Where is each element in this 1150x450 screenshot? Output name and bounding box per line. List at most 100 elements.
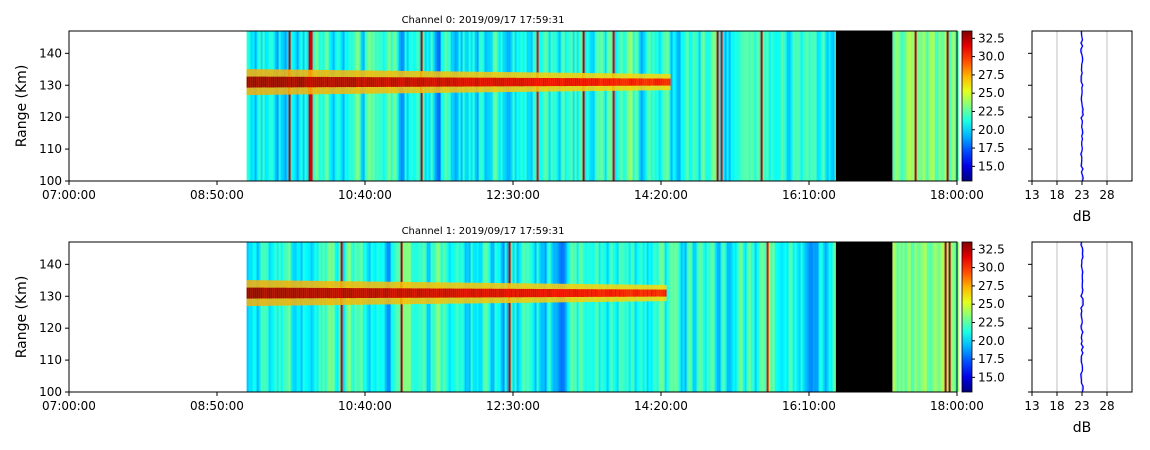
layer-core xyxy=(388,288,391,298)
layer-core xyxy=(342,77,345,88)
heatmap-column xyxy=(502,242,505,392)
heatmap-column xyxy=(440,31,443,181)
layer-core xyxy=(364,77,367,87)
heatmap-column xyxy=(796,242,799,392)
layer-core xyxy=(576,289,579,297)
heatmap-column xyxy=(352,242,355,392)
heatmap-column xyxy=(260,31,263,181)
heatmap-column xyxy=(652,31,655,181)
layer-core xyxy=(296,287,299,299)
heatmap-column xyxy=(636,31,639,181)
heatmap-column xyxy=(694,242,697,392)
heatmap-column xyxy=(584,31,587,181)
heatmap-column xyxy=(912,31,915,181)
heatmap-column xyxy=(558,31,561,181)
layer-core xyxy=(524,77,527,87)
heatmap-column xyxy=(624,242,627,392)
layer-core xyxy=(484,288,487,298)
heatmap-column xyxy=(690,242,693,392)
layer-core xyxy=(398,77,401,87)
layer-core xyxy=(338,77,341,88)
heatmap-column xyxy=(766,31,769,181)
layer-core xyxy=(318,76,321,88)
layer-core xyxy=(354,77,357,88)
heatmap-column xyxy=(832,31,835,181)
heatmap-column xyxy=(462,31,465,181)
heatmap-column xyxy=(752,31,755,181)
heatmap-column xyxy=(624,31,627,181)
heatmap-column xyxy=(272,31,275,181)
layer-core xyxy=(572,289,575,297)
layer-core xyxy=(606,289,609,297)
heatmap-column xyxy=(572,31,575,181)
layer-core xyxy=(568,78,571,86)
heatmap-column xyxy=(910,242,913,392)
layer-core xyxy=(442,77,445,87)
layer-core xyxy=(626,289,629,297)
heatmap-column xyxy=(754,242,757,392)
heatmap-column xyxy=(770,31,773,181)
x-tick-label: 08:50:00 xyxy=(190,188,244,202)
layer-core xyxy=(420,77,423,87)
layer-core xyxy=(590,289,593,297)
heatmap-column xyxy=(456,242,459,392)
layer-core xyxy=(482,288,485,298)
heatmap-column xyxy=(390,242,393,392)
layer-core xyxy=(448,77,451,87)
layer-core xyxy=(264,76,267,88)
layer-core xyxy=(436,288,439,298)
heatmap-column xyxy=(300,31,303,181)
heatmap-column xyxy=(512,31,515,181)
layer-core xyxy=(296,76,299,88)
heatmap-column xyxy=(280,242,283,392)
layer-core xyxy=(446,288,449,298)
layer-core xyxy=(560,289,563,298)
heatmap-column xyxy=(680,242,683,392)
layer-core xyxy=(396,77,399,87)
heatmap-column xyxy=(562,31,565,181)
layer-core xyxy=(286,287,289,299)
heatmap-column xyxy=(344,31,347,181)
heatmap-column xyxy=(562,242,565,392)
heatmap-column xyxy=(620,31,623,181)
layer-core xyxy=(512,77,515,87)
heatmap-column xyxy=(700,242,703,392)
heatmap-column xyxy=(480,242,483,392)
layer-core xyxy=(646,78,649,86)
heatmap-column xyxy=(386,242,389,392)
heatmap-column xyxy=(426,242,429,392)
heatmap-column xyxy=(900,31,903,181)
heatmap-column xyxy=(464,31,467,181)
heatmap-column xyxy=(938,31,941,181)
heatmap-column xyxy=(830,31,833,181)
heatmap-column xyxy=(324,242,327,392)
heatmap-column xyxy=(342,242,345,392)
layer-core xyxy=(474,288,477,298)
heatmap-column xyxy=(600,31,603,181)
colorbar xyxy=(961,30,973,182)
layer-core xyxy=(536,77,539,87)
heatmap-column xyxy=(934,31,937,181)
heatmap-column xyxy=(946,242,949,392)
heatmap-column xyxy=(360,242,363,392)
heatmap-column xyxy=(792,31,795,181)
profile-x-tick-label: 13 xyxy=(1024,399,1039,413)
heatmap-column xyxy=(490,242,493,392)
heatmap-column xyxy=(954,242,957,392)
heatmap-column xyxy=(598,242,601,392)
layer-core xyxy=(624,289,627,297)
layer-core xyxy=(392,77,395,87)
heatmap-column xyxy=(594,242,597,392)
heatmap-column xyxy=(312,31,315,181)
heatmap-column xyxy=(372,31,375,181)
layer-core xyxy=(590,78,593,86)
layer-core xyxy=(432,288,435,298)
layer-core xyxy=(458,288,461,298)
heatmap-column xyxy=(706,242,709,392)
heatmap-column xyxy=(438,31,441,181)
heatmap-column xyxy=(716,242,719,392)
colorbar xyxy=(961,241,973,393)
heatmap-column xyxy=(664,31,667,181)
layer-core xyxy=(664,78,667,86)
layer-core xyxy=(622,78,625,86)
